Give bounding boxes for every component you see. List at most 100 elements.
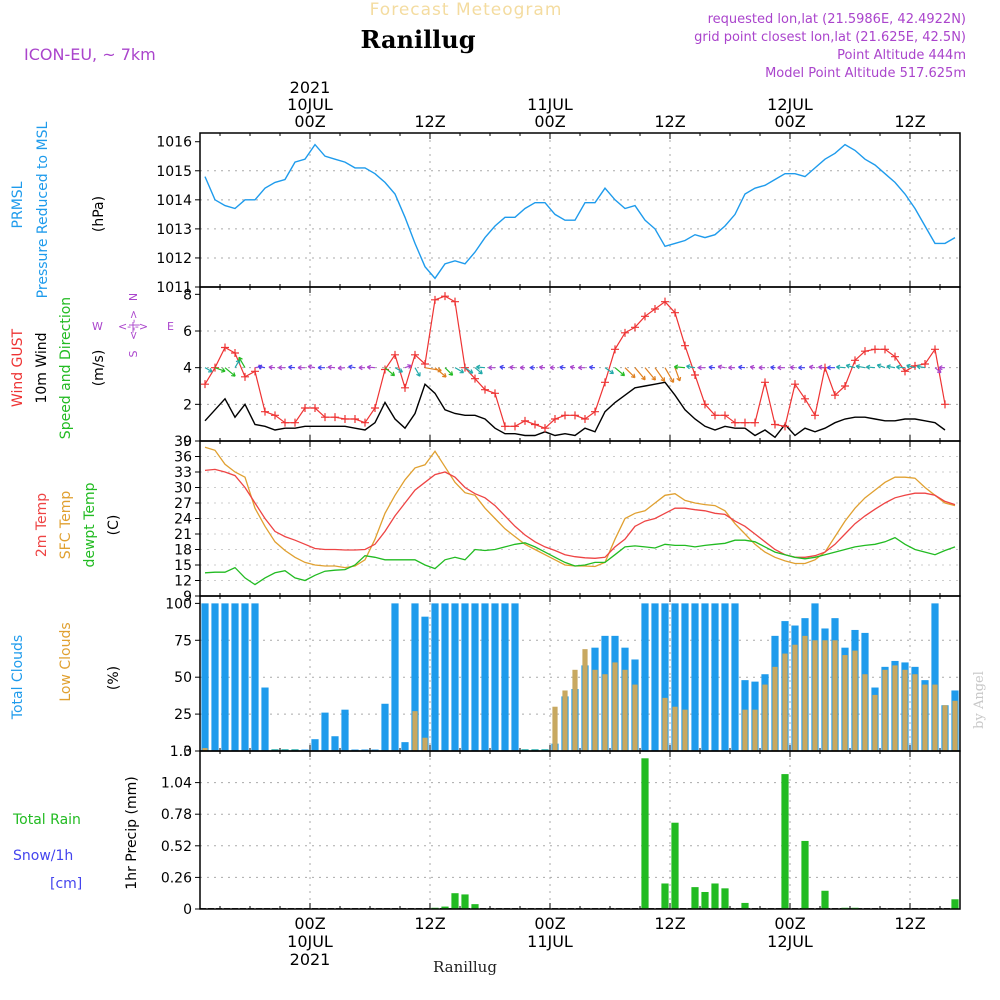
gust-point — [301, 404, 309, 412]
gust-point — [571, 411, 579, 420]
gust-point — [391, 350, 399, 359]
bar-total-clouds — [201, 603, 209, 751]
bar-total-clouds — [681, 603, 689, 751]
y-tick-label: 6 — [183, 324, 192, 340]
panel-precipitation: 0 0.26 0.52 0.78 1.04 1.3 — [161, 744, 960, 918]
bar-low-clouds — [782, 653, 788, 751]
compass-ns: <-|-> — [127, 310, 140, 340]
bar-total-clouds — [221, 603, 229, 751]
bar-low-clouds — [852, 650, 858, 751]
gust-point — [891, 352, 899, 361]
bar-low-clouds — [602, 674, 608, 751]
wind-arrow — [257, 364, 266, 370]
bar-low-clouds — [422, 737, 428, 751]
wind-arrow — [238, 356, 246, 368]
gust-point — [871, 345, 879, 354]
bar-rain — [721, 888, 729, 909]
panel-frame — [199, 132, 961, 288]
wind-arrow — [538, 364, 546, 371]
gust-point — [601, 378, 609, 387]
wind-arrow — [836, 364, 846, 370]
gust-point — [431, 295, 439, 304]
gust-point — [811, 411, 819, 420]
gust-point — [261, 407, 269, 416]
bar-low-clouds — [832, 640, 838, 751]
gust-point — [701, 400, 709, 409]
bar-total-clouds — [661, 603, 669, 751]
bar-low-clouds — [932, 684, 938, 751]
y-tick-label: 1014 — [156, 193, 192, 209]
gust-point — [861, 347, 869, 356]
y-tick-label: 1015 — [156, 164, 192, 180]
wind-arrow — [634, 367, 646, 381]
bar-low-clouds — [582, 649, 588, 751]
requested-coords: requested lon,lat (21.5986E, 42.4922N) — [708, 12, 966, 27]
wind-arrow — [697, 365, 705, 371]
bar-total-clouds — [721, 603, 729, 751]
wind-arrow — [614, 367, 626, 377]
time-label-top: 12JUL — [767, 95, 813, 114]
gust-point — [351, 415, 359, 423]
bar-total-clouds — [321, 712, 329, 751]
pressure-reduced-label: Pressure Reduced to MSL — [35, 121, 51, 298]
wind-arrow — [938, 365, 945, 371]
gust-point — [531, 420, 539, 429]
wind-arrow — [499, 364, 506, 370]
time-label-top: 00Z — [774, 112, 805, 131]
time-label-top: 10JUL — [287, 95, 333, 114]
bar-low-clouds — [902, 669, 908, 751]
wind-arrow — [906, 363, 916, 369]
gust-point — [271, 411, 279, 420]
gust-point — [681, 341, 689, 350]
gust-point — [741, 418, 749, 427]
subtitle: Forecast Meteogram — [370, 0, 563, 20]
bar-total-clouds — [331, 736, 339, 751]
gust-point — [291, 418, 299, 427]
bar-low-clouds — [802, 635, 808, 751]
bar-rain — [661, 883, 669, 909]
bar-total-clouds — [491, 603, 499, 751]
bar-total-clouds — [731, 603, 739, 751]
bar-total-clouds — [451, 603, 459, 751]
wind-arrow — [588, 364, 596, 371]
gust-point — [661, 297, 669, 306]
header: Forecast Meteogram Ranillug ICON-EU, ~ 7… — [24, 0, 966, 81]
wind-arrow — [896, 364, 906, 370]
prmsl-label: PRMSL — [10, 181, 26, 228]
wind-arrow — [444, 367, 454, 376]
bar-low-clouds — [592, 669, 598, 751]
wind-arrow — [789, 364, 796, 371]
y-tick-label: 1012 — [156, 251, 192, 267]
time-label-top: 12Z — [414, 112, 445, 131]
bar-low-clouds — [792, 644, 798, 751]
y-tick-label: 25 — [174, 707, 192, 723]
compass-w: W — [92, 320, 103, 333]
bar-low-clouds — [612, 662, 618, 751]
wind-arrow — [224, 367, 236, 377]
wind-arrow — [845, 363, 856, 369]
panels: 1011101210131014101510160246891215182124… — [156, 78, 961, 969]
total-clouds-label: Total Clouds — [10, 635, 26, 720]
time-label-bottom: 12Z — [654, 914, 685, 933]
time-label-top: 00Z — [534, 112, 565, 131]
temp2m-label: 2m Temp — [34, 493, 50, 557]
y-tick-label: 1011 — [156, 280, 192, 296]
gust-point — [921, 360, 929, 368]
wind-arrow — [798, 365, 805, 371]
y-tick-label: 1.3 — [170, 744, 192, 760]
bar-low-clouds — [912, 674, 918, 751]
wind-arrow — [317, 365, 325, 371]
wind-arrow — [337, 365, 346, 371]
precip-units: 1hr Precip (mm) — [124, 776, 140, 889]
side-labels: PRMSL Pressure Reduced to MSL (hPa) Wind… — [10, 121, 987, 976]
y-tick-label: 0 — [183, 434, 192, 450]
gust-point — [641, 312, 649, 321]
gust-point — [201, 380, 209, 389]
bar-rain — [471, 904, 479, 909]
time-label-bottom: 00Z — [534, 914, 565, 933]
bar-total-clouds — [251, 603, 259, 751]
bar-total-clouds — [401, 742, 409, 751]
wind-arrow — [674, 367, 682, 382]
